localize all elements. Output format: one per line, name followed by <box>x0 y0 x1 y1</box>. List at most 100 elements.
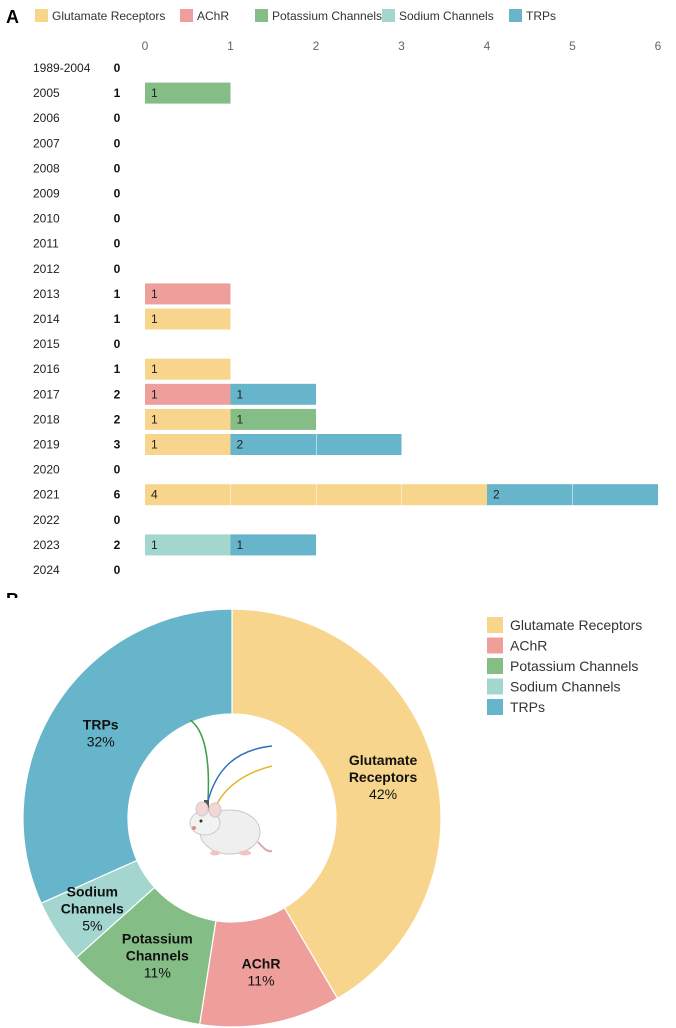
bar-value-label: 1 <box>151 362 158 376</box>
year-total: 2 <box>114 387 121 401</box>
donut-chart-legend: Glutamate Receptors AChR Potassium Channel… <box>487 617 642 715</box>
donut-label-sodium-channels: Channels <box>61 901 124 917</box>
x-tick-label: 6 <box>655 39 662 53</box>
x-tick-label: 4 <box>484 39 491 53</box>
x-tick-label: 1 <box>227 39 234 53</box>
year-total: 0 <box>114 111 121 125</box>
year-total: 1 <box>114 312 121 326</box>
pie-legend-label-glutamate-receptors: Glutamate Receptors <box>510 617 642 633</box>
x-tick-label: 5 <box>569 39 576 53</box>
year-label: 2023 <box>33 538 60 552</box>
bar-value-label: 4 <box>151 488 158 502</box>
year-total: 1 <box>114 362 121 376</box>
year-label: 2005 <box>33 86 60 100</box>
pie-legend-label-sodium-channels: Sodium Channels <box>510 679 621 695</box>
bar-potassium-channels-2018 <box>230 408 316 430</box>
year-label: 2007 <box>33 136 60 150</box>
bar-trps-2021 <box>573 484 658 506</box>
pie-legend-label-trps: TRPs <box>510 699 545 715</box>
year-total: 6 <box>114 488 121 502</box>
donut-slice-trps <box>22 608 233 904</box>
donut-label-trps: TRPs <box>83 716 119 732</box>
x-tick-label: 2 <box>313 39 320 53</box>
donut-percent-sodium-channels: 5% <box>82 918 102 934</box>
bar-glutamate-receptors-2014 <box>145 308 231 330</box>
donut-chart <box>22 608 442 1028</box>
bar-value-label: 1 <box>151 438 158 452</box>
legend-swatch-achr <box>180 9 193 22</box>
bar-glutamate-receptors-2016 <box>145 358 231 380</box>
year-label: 2014 <box>33 312 60 326</box>
bar-achr-2017 <box>145 383 231 405</box>
year-label: 2012 <box>33 262 60 276</box>
bar-chart-rows: 1989-2004 0 2005 1 1 2006 0 2007 0 2008 0 2009 0 2 0 1 0… <box>33 61 658 577</box>
bar-value-label: 1 <box>151 387 158 401</box>
year-label: 2011 <box>33 237 59 251</box>
year-total: 0 <box>114 563 121 577</box>
legend-swatch-trps <box>509 9 522 22</box>
donut-label-sodium-channels: Sodium <box>67 884 118 900</box>
x-tick-label: 3 <box>398 39 405 53</box>
donut-labels: GlutamateReceptors42%AChR11%PotassiumCha… <box>61 716 418 988</box>
bar-value-label: 1 <box>151 412 158 426</box>
bar-value-label: 1 <box>237 412 244 426</box>
bar-glutamate-receptors-2021 <box>316 484 402 506</box>
year-label: 2024 <box>33 563 60 577</box>
legend-swatch-glutamate-receptors <box>35 9 48 22</box>
year-label: 2017 <box>33 387 60 401</box>
bar-trps-2021 <box>487 484 573 506</box>
mouse-icon <box>189 719 273 856</box>
legend-label-glutamate-receptors: Glutamate Receptors <box>52 9 165 23</box>
donut-slice-glutamate-receptors <box>231 608 442 1000</box>
bar-value-label: 1 <box>151 287 158 301</box>
donut-label-potassium-channels: Potassium <box>122 931 193 947</box>
year-total: 0 <box>114 161 121 175</box>
year-total: 3 <box>114 438 121 452</box>
pie-legend-swatch-trps <box>487 699 503 715</box>
year-label: 2015 <box>33 337 60 351</box>
donut-percent-trps: 32% <box>87 733 115 749</box>
x-tick-label: 0 <box>142 39 149 53</box>
bar-chart-x-axis: 0 1 2 3 4 5 6 <box>142 39 662 53</box>
donut-percent-glutamate-receptors: 42% <box>369 786 397 802</box>
bar-glutamate-receptors-2018 <box>145 408 231 430</box>
bar-achr-2013 <box>145 283 231 305</box>
year-label: 2013 <box>33 287 60 301</box>
year-label: 2022 <box>33 513 60 527</box>
year-label: 2006 <box>33 111 60 125</box>
bar-glutamate-receptors-2021 <box>145 484 231 506</box>
year-label: 2020 <box>33 463 60 477</box>
bar-glutamate-receptors-2021 <box>402 484 487 506</box>
bar-trps-2019 <box>316 434 402 455</box>
bar-value-label: 1 <box>151 538 158 552</box>
year-label: 2009 <box>33 187 60 201</box>
year-label: 1989-2004 <box>33 61 91 75</box>
legend-label-achr: AChR <box>197 9 229 23</box>
year-label: 2016 <box>33 362 60 376</box>
year-label: 2008 <box>33 161 60 175</box>
year-total: 0 <box>114 237 121 251</box>
pie-legend-label-potassium-channels: Potassium Channels <box>510 658 638 674</box>
bar-chart-legend: Glutamate Receptors AChR Potassium Channel… <box>35 9 556 23</box>
year-total: 0 <box>114 262 121 276</box>
bar-value-label: 1 <box>237 387 244 401</box>
pie-legend-swatch-potassium-channels <box>487 658 503 674</box>
bar-value-label: 1 <box>151 86 158 100</box>
legend-label-potassium-channels: Potassium Channels <box>272 9 382 23</box>
pie-legend-label-achr: AChR <box>510 638 547 654</box>
pie-legend-swatch-achr <box>487 637 503 654</box>
donut-label-potassium-channels: Channels <box>126 948 189 964</box>
year-label: 2019 <box>33 438 60 452</box>
year-total: 1 <box>114 86 121 100</box>
donut-label-glutamate-receptors: Receptors <box>349 769 418 785</box>
legend-swatch-sodium-channels <box>382 9 395 22</box>
year-total: 0 <box>114 337 121 351</box>
year-total: 0 <box>114 212 121 226</box>
pie-legend-swatch-sodium-channels <box>487 678 503 695</box>
year-label: 2018 <box>33 412 60 426</box>
year-total: 2 <box>114 412 121 426</box>
bar-value-label: 2 <box>237 438 244 452</box>
bar-potassium-channels-2005 <box>145 82 231 104</box>
year-total: 0 <box>114 463 121 477</box>
legend-label-sodium-channels: Sodium Channels <box>399 9 494 23</box>
